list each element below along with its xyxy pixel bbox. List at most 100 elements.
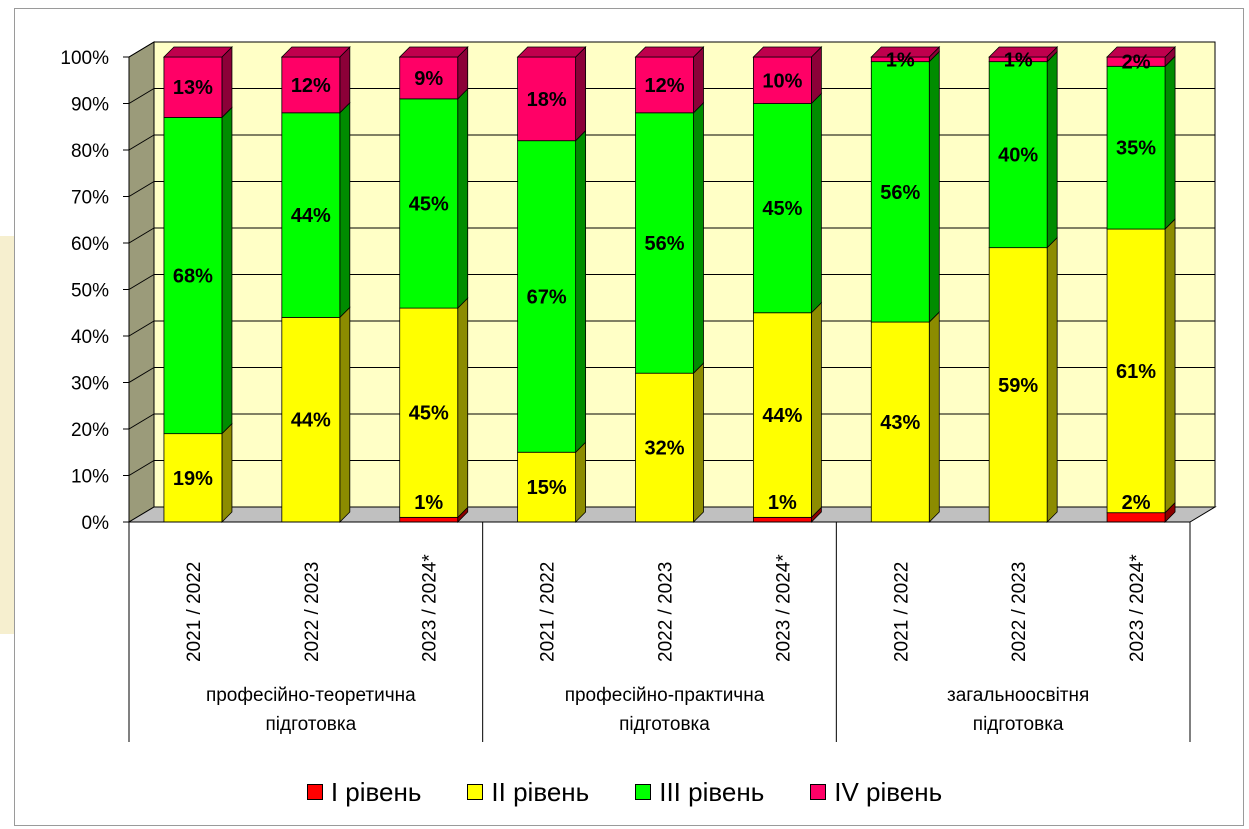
data-label: 1%	[768, 492, 797, 514]
bar-segment	[752, 516, 812, 523]
data-label: 44%	[762, 405, 802, 427]
legend-swatch	[810, 784, 827, 800]
data-label: 59%	[998, 375, 1038, 397]
bar-segment	[988, 247, 1048, 523]
x-tick-label: 2023 / 2024*	[773, 554, 794, 662]
group-label: підготовка	[973, 714, 1064, 735]
bar-segment-side	[575, 46, 587, 142]
bar-segment-side	[1164, 218, 1176, 514]
x-tick-label: 2021 / 2022	[538, 562, 559, 662]
bar-segment-side	[575, 441, 587, 523]
y-tick-label: 70%	[71, 188, 109, 209]
y-tick-label: 80%	[71, 141, 109, 162]
legend-item: II рівень	[467, 777, 589, 808]
data-label: 9%	[414, 68, 443, 90]
y-tick-label: 10%	[71, 467, 109, 488]
group-label: підготовка	[265, 714, 356, 735]
y-tick-label: 20%	[71, 420, 109, 441]
data-label: 44%	[291, 205, 331, 227]
data-label: 61%	[1116, 361, 1156, 383]
bar-top-face	[634, 46, 705, 58]
x-tick-label: 2023 / 2024*	[420, 554, 441, 662]
data-label: 18%	[527, 89, 567, 111]
x-tick-label: 2023 / 2024*	[1127, 554, 1148, 662]
data-label: 32%	[644, 438, 684, 460]
bar-segment	[517, 56, 577, 142]
bar-segment-side	[221, 422, 233, 523]
gridline-diagonal	[128, 413, 155, 430]
bar-segment	[1106, 512, 1166, 523]
data-label: 2%	[1122, 52, 1151, 74]
group-label: професійно-практична	[565, 685, 765, 706]
bar-segment-side	[1046, 236, 1058, 523]
data-label: 43%	[880, 412, 920, 434]
x-tick-label: 2022 / 2023	[1009, 562, 1030, 662]
bar-segment-side	[693, 362, 704, 523]
bar-segment	[163, 117, 223, 435]
legend-label: I рівень	[330, 776, 422, 807]
bar-segment	[281, 56, 341, 114]
bar-segment-side	[221, 46, 233, 119]
data-label: 10%	[762, 70, 802, 92]
data-label: 45%	[409, 193, 449, 215]
data-label: 1%	[414, 492, 443, 514]
legend-swatch	[635, 784, 652, 800]
y-tick-label: 90%	[71, 95, 109, 116]
group-label: загальноосвітня	[947, 685, 1089, 706]
gridline-diagonal	[128, 88, 155, 104]
bar-segment-side	[928, 311, 940, 523]
bar-segment	[1106, 65, 1166, 230]
bar-segment	[399, 56, 459, 100]
bar-segment-side	[693, 46, 704, 114]
bar-segment-side	[1164, 55, 1176, 231]
group-label: підготовка	[619, 714, 710, 735]
bar-segment	[635, 112, 694, 374]
y-tick-label: 100%	[60, 48, 109, 69]
bar-segment	[870, 61, 930, 323]
bar-top-face	[870, 46, 941, 58]
legend: I рівень II рівень III рівень IV рівень	[0, 772, 1249, 812]
data-label: 12%	[291, 75, 331, 97]
data-label: 40%	[998, 145, 1038, 167]
x-tick-label: 2022 / 2023	[656, 562, 677, 662]
gridline-diagonal	[128, 41, 155, 58]
bar-segment	[399, 307, 459, 518]
gridline-diagonal	[128, 227, 155, 244]
bar-segment	[517, 140, 577, 453]
group-label: професійно-теоретична	[206, 685, 416, 706]
y-tick-label: 0%	[82, 513, 110, 534]
y-tick-label: 30%	[71, 374, 109, 395]
data-label: 19%	[173, 468, 213, 490]
data-label: 45%	[409, 403, 449, 425]
bar-segment	[635, 372, 694, 523]
x-tick-label: 2022 / 2023	[302, 562, 323, 662]
data-label: 44%	[291, 410, 331, 432]
bar-segment-side	[693, 101, 704, 375]
legend-swatch	[306, 784, 323, 800]
bar-segment	[870, 321, 930, 523]
gridline-diagonal	[128, 134, 155, 151]
bar-segment-side	[810, 301, 822, 519]
bar-top-face	[280, 46, 351, 58]
bar-segment	[281, 112, 341, 318]
bar-top-face	[988, 46, 1059, 58]
data-label: 35%	[1116, 138, 1156, 160]
bar-segment-side	[221, 106, 233, 435]
data-label: 13%	[173, 77, 213, 99]
legend-label: III рівень	[659, 776, 765, 807]
data-label: 56%	[644, 233, 684, 255]
legend-item: I рівень	[306, 776, 422, 808]
bar-segment	[399, 98, 459, 309]
data-label: 1%	[1004, 49, 1033, 71]
bar-segment-side	[575, 129, 587, 454]
data-label: 56%	[880, 182, 920, 204]
gridline-diagonal	[128, 460, 155, 476]
bar-segment-side	[1046, 50, 1058, 249]
bar-segment-side	[339, 306, 351, 523]
bar-top-face	[752, 46, 823, 58]
bar-segment-side	[457, 297, 469, 519]
bar-segment	[281, 316, 341, 523]
gridline-diagonal	[128, 320, 155, 337]
data-label: 15%	[527, 477, 567, 499]
